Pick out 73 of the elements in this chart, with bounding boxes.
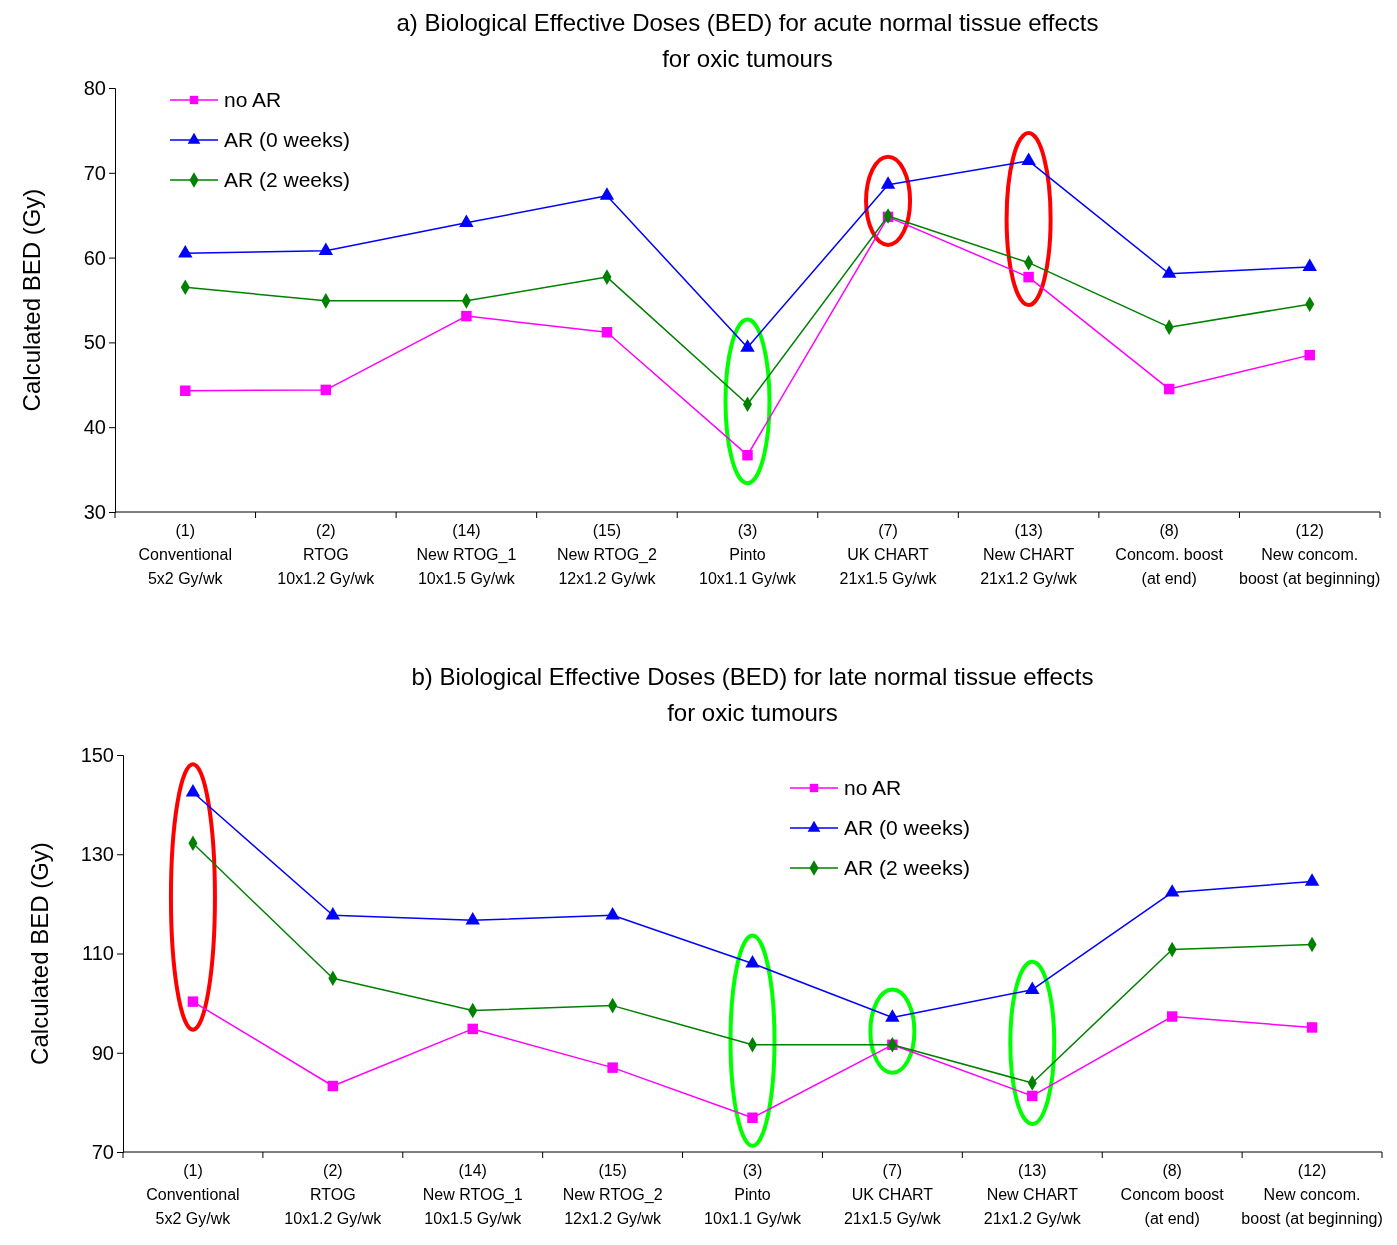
point	[1304, 349, 1315, 361]
y-tick-label: 130	[80, 843, 114, 866]
point	[467, 1023, 478, 1035]
y-tick-label: 50	[83, 331, 106, 354]
y-axis-title: Calculated BED (Gy)	[26, 842, 53, 1065]
x-tick-label: (14) New RTOG_1 10x1.5 Gy/wk	[416, 522, 517, 587]
point	[1021, 152, 1036, 166]
point	[1302, 258, 1317, 272]
x-tick-label: (1) Conventional 5x2 Gy/wk	[146, 1162, 240, 1227]
x-tick-label: (8) Concom boost (at end)	[1120, 1162, 1225, 1227]
x-tick-label: (7) UK CHART 21x1.5 Gy/wk	[843, 1162, 942, 1227]
x-tick-label: (15) New RTOG_2 12x1.2 Gy/wk	[562, 1162, 663, 1227]
x-tick-label: (13) New CHART 21x1.2 Gy/wk	[980, 522, 1079, 587]
y-axis-title: Calculated BED (Gy)	[18, 188, 45, 412]
point	[1161, 265, 1177, 278]
point	[745, 955, 760, 968]
point	[327, 1080, 339, 1092]
point	[1166, 1011, 1178, 1022]
point	[601, 326, 613, 338]
point	[740, 339, 755, 352]
y-tick-label: 90	[91, 1041, 114, 1064]
point	[318, 242, 334, 255]
x-tick-label: (14) New RTOG_1 10x1.5 Gy/wk	[422, 1162, 523, 1227]
x-tick-label: (2) RTOG 10x1.2 Gy/wk	[277, 522, 376, 587]
point	[747, 1112, 758, 1123]
x-tick-label: (8) Concom. boost (at end)	[1115, 522, 1224, 587]
x-tick-label: (3) Pinto 10x1.1 Gy/wk	[704, 1162, 802, 1227]
y-tick-label: 30	[83, 500, 106, 523]
y-tick-label: 70	[91, 1140, 114, 1163]
legend-label: no AR	[844, 776, 902, 799]
point	[885, 1009, 900, 1022]
y-tick-label: 60	[83, 246, 106, 269]
point	[1306, 1022, 1318, 1033]
point	[325, 906, 341, 920]
x-tick-label: (7) UK CHART 21x1.5 Gy/wk	[839, 522, 938, 587]
legend-label: AR (0 weeks)	[224, 128, 351, 151]
point	[880, 176, 896, 189]
point	[465, 911, 480, 925]
point	[605, 906, 620, 920]
y-tick-label: 80	[83, 76, 106, 99]
point	[180, 385, 191, 396]
point	[1304, 873, 1320, 886]
y-tick-label: 110	[82, 942, 114, 965]
point	[1025, 981, 1040, 994]
x-tick-label: (1) Conventional 5x2 Gy/wk	[138, 522, 232, 587]
point	[459, 214, 474, 227]
x-tick-label: (13) New CHART 21x1.2 Gy/wk	[983, 1162, 1082, 1227]
chart-title: b) Biological Effective Doses (BED) for late normal tissue effects for oxic tumours	[411, 663, 1094, 726]
point	[1164, 884, 1180, 897]
point	[742, 449, 753, 461]
point	[1163, 383, 1175, 395]
y-tick-label: 150	[80, 743, 114, 766]
legend-label: no AR	[224, 88, 282, 111]
point	[187, 996, 199, 1007]
y-tick-label: 40	[83, 416, 106, 439]
y-tick-label: 70	[83, 161, 106, 184]
x-tick-label: (12) New concom. boost (at beginning)	[1239, 522, 1381, 587]
point	[461, 310, 472, 322]
legend-label: AR (2 weeks)	[224, 168, 351, 191]
point	[320, 384, 332, 396]
point	[178, 245, 193, 258]
legend-label: AR (0 weeks)	[844, 816, 971, 839]
x-tick-label: (15) New RTOG_2 12x1.2 Gy/wk	[557, 522, 657, 587]
point	[1027, 1090, 1038, 1102]
x-tick-label: (2) RTOG 10x1.2 Gy/wk	[284, 1162, 383, 1227]
x-tick-label: (12) New concom. boost (at beginning)	[1241, 1162, 1383, 1227]
point	[1023, 271, 1034, 283]
point	[185, 783, 201, 797]
legend-label: AR (2 weeks)	[844, 856, 971, 879]
chart-title: a) Biological Effective Doses (BED) for acute normal tissue effects for oxic tumours	[396, 9, 1099, 72]
point	[607, 1062, 618, 1073]
x-tick-label: (3) Pinto 10x1.1 Gy/wk	[699, 522, 797, 587]
point	[599, 187, 615, 200]
